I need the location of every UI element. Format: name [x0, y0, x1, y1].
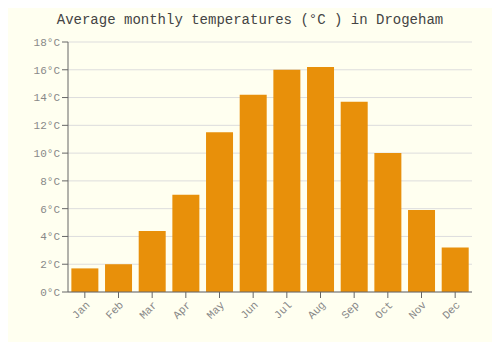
- svg-text:Nov: Nov: [407, 299, 430, 322]
- svg-text:16°C: 16°C: [34, 65, 61, 77]
- svg-text:Jan: Jan: [70, 299, 92, 321]
- svg-text:14°C: 14°C: [34, 92, 61, 104]
- svg-text:12°C: 12°C: [34, 120, 61, 132]
- svg-text:Jul: Jul: [272, 299, 294, 321]
- svg-text:0°C: 0°C: [40, 287, 60, 299]
- svg-text:Feb: Feb: [104, 299, 126, 321]
- svg-text:6°C: 6°C: [40, 204, 60, 216]
- svg-text:18°C: 18°C: [34, 37, 61, 49]
- html-text:Average monthly temperatures (: Average monthly temperatures (°C ) in Dr…: [56, 12, 444, 28]
- svg-text:10°C: 10°C: [34, 148, 61, 160]
- svg-text:Oct: Oct: [373, 299, 395, 321]
- svg-text:Apr: Apr: [171, 299, 193, 321]
- svg-text:Jun: Jun: [238, 299, 260, 321]
- svg-text:4°C: 4°C: [40, 231, 60, 243]
- svg-text:2°C: 2°C: [40, 259, 60, 271]
- svg-text:Aug: Aug: [306, 299, 328, 321]
- svg-text:8°C: 8°C: [40, 176, 60, 188]
- svg-text:Sep: Sep: [339, 299, 361, 321]
- svg-text:May: May: [205, 299, 228, 322]
- svg-text:Mar: Mar: [137, 299, 159, 321]
- svg-text:Dec: Dec: [440, 299, 462, 321]
